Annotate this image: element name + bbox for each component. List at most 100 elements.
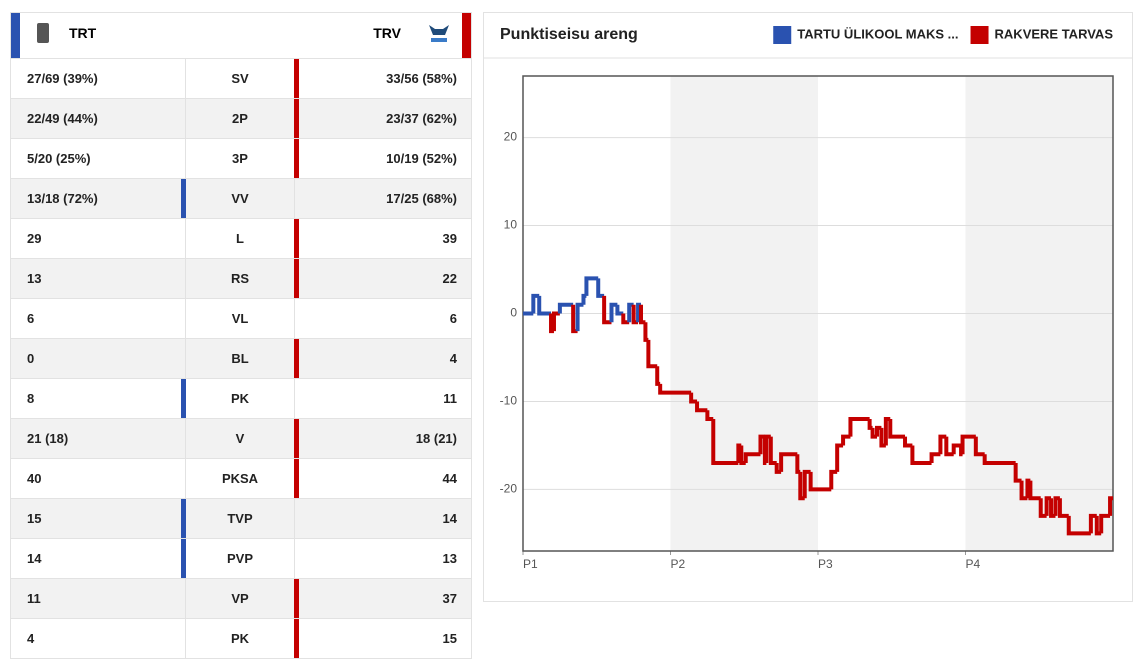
stat-home: 15	[11, 499, 186, 538]
x-tick-label: P1	[523, 557, 538, 571]
y-tick-label: 10	[504, 218, 518, 232]
table-body: 27/69 (39%) SV 33/56 (58%) 22/49 (44%) 2P 23/…	[11, 59, 471, 659]
stat-home: 14	[11, 539, 186, 578]
score-diff-step	[768, 436, 777, 466]
x-tick-label: P4	[966, 557, 981, 571]
away-team: TRV	[373, 25, 401, 41]
leader-bar	[294, 59, 299, 98]
away-bar	[462, 13, 471, 58]
legend-swatch	[970, 26, 989, 44]
score-diff-step	[764, 434, 771, 464]
score-diff-step	[779, 452, 798, 472]
stat-label: BL	[231, 351, 249, 366]
y-tick-label: -20	[500, 482, 518, 496]
stat-away: 23/37 (62%)	[294, 99, 471, 138]
stat-row: 21 (18) V 18 (21)	[11, 419, 471, 459]
leader-bar	[294, 579, 299, 618]
score-diff-step	[1099, 513, 1111, 534]
score-diff-step	[982, 454, 1016, 466]
score-diff-step	[938, 434, 947, 455]
stat-away: 4	[294, 339, 471, 378]
stat-home: 11	[11, 579, 186, 618]
stat-label: PK	[230, 391, 250, 406]
stat-home: 0	[11, 339, 186, 378]
leader-bar	[294, 339, 299, 378]
stat-label: VL	[231, 311, 249, 326]
score-diff-step	[808, 471, 832, 492]
score-diff-step	[695, 401, 708, 413]
stat-row: 4 PK 15	[11, 619, 471, 659]
stat-away: 6	[294, 299, 471, 338]
score-diff-step	[615, 304, 624, 316]
stat-label: PK	[230, 631, 250, 646]
leader-bar	[181, 179, 186, 218]
score-diff-step	[795, 454, 801, 474]
leader-bar	[181, 379, 186, 418]
stat-home: 21 (18)	[11, 419, 186, 458]
score-diff-step	[1053, 496, 1060, 516]
score-diff-step	[581, 293, 587, 305]
stat-row: 27/69 (39%) SV 33/56 (58%)	[11, 59, 471, 99]
y-tick-label: 0	[510, 306, 517, 320]
score-diff-step	[575, 302, 584, 332]
leader-bar	[294, 419, 299, 458]
stats-table: TRT TRV 27/69 (39%) SV 33/56 (58%) 22/49 (4…	[10, 12, 472, 659]
stat-away: 39	[294, 219, 471, 258]
score-diff-step	[835, 443, 844, 472]
score-diff-step	[1108, 496, 1113, 516]
score-diff-step	[1057, 498, 1069, 518]
home-team: TRT	[69, 25, 97, 41]
stat-home: 27/69 (39%)	[11, 59, 186, 98]
y-tick-label: 20	[504, 130, 518, 144]
score-diff-step	[903, 436, 913, 448]
score-diff-step	[549, 313, 554, 334]
score-diff-step	[736, 443, 742, 464]
score-diff-step	[973, 436, 985, 457]
chart: Punktiseisu areng RAKVERE TARVAS TARTU ÜL…	[483, 26, 1133, 571]
score-diff-step	[1038, 498, 1047, 518]
score-diff-step	[867, 419, 873, 430]
score-diff-step	[1066, 515, 1091, 536]
score-diff-step	[646, 339, 658, 369]
stat-home: 29	[11, 219, 186, 258]
stat-label: VV	[231, 191, 249, 206]
score-diff-step	[602, 295, 612, 325]
score-diff-step	[1044, 496, 1052, 516]
table-header: TRT TRV	[11, 13, 471, 59]
stat-label: 2P	[232, 111, 248, 126]
score-diff-step	[802, 469, 811, 499]
stat-home: 6	[11, 299, 186, 338]
score-diff-step	[929, 452, 941, 464]
stat-away: 33/56 (58%)	[294, 59, 471, 98]
score-diff-step	[758, 434, 765, 455]
leader-bar	[294, 139, 299, 178]
leader-bar	[294, 259, 299, 298]
stat-away: 15	[294, 619, 471, 658]
home-bar	[11, 13, 20, 58]
stat-away: 13	[294, 539, 471, 578]
score-diff-step	[1049, 498, 1056, 518]
score-diff-step	[841, 434, 851, 446]
y-tick-label: -10	[500, 394, 518, 408]
stat-label: 3P	[232, 151, 248, 166]
score-diff-step	[743, 452, 761, 464]
stat-home: 4	[11, 619, 186, 658]
stat-row: 6 VL 6	[11, 299, 471, 339]
stat-away: 22	[294, 259, 471, 298]
stat-away: 44	[294, 459, 471, 498]
stat-away: 18 (21)	[294, 419, 471, 458]
leader-bar	[181, 539, 186, 578]
score-diff-step	[848, 417, 870, 437]
score-diff-step	[537, 295, 552, 316]
score-diff-step	[596, 278, 605, 298]
score-diff-step	[531, 293, 540, 314]
stat-label: L	[236, 231, 244, 246]
stat-label: PKSA	[221, 471, 259, 486]
legend-label: TARTU ÜLIKOOL MAKS ...	[797, 26, 958, 41]
leader-bar	[294, 459, 299, 498]
stat-away: 11	[294, 379, 471, 418]
stat-row: 11 VP 37	[11, 579, 471, 619]
score-diff-step	[910, 445, 932, 466]
x-tick-label: P3	[818, 557, 833, 571]
